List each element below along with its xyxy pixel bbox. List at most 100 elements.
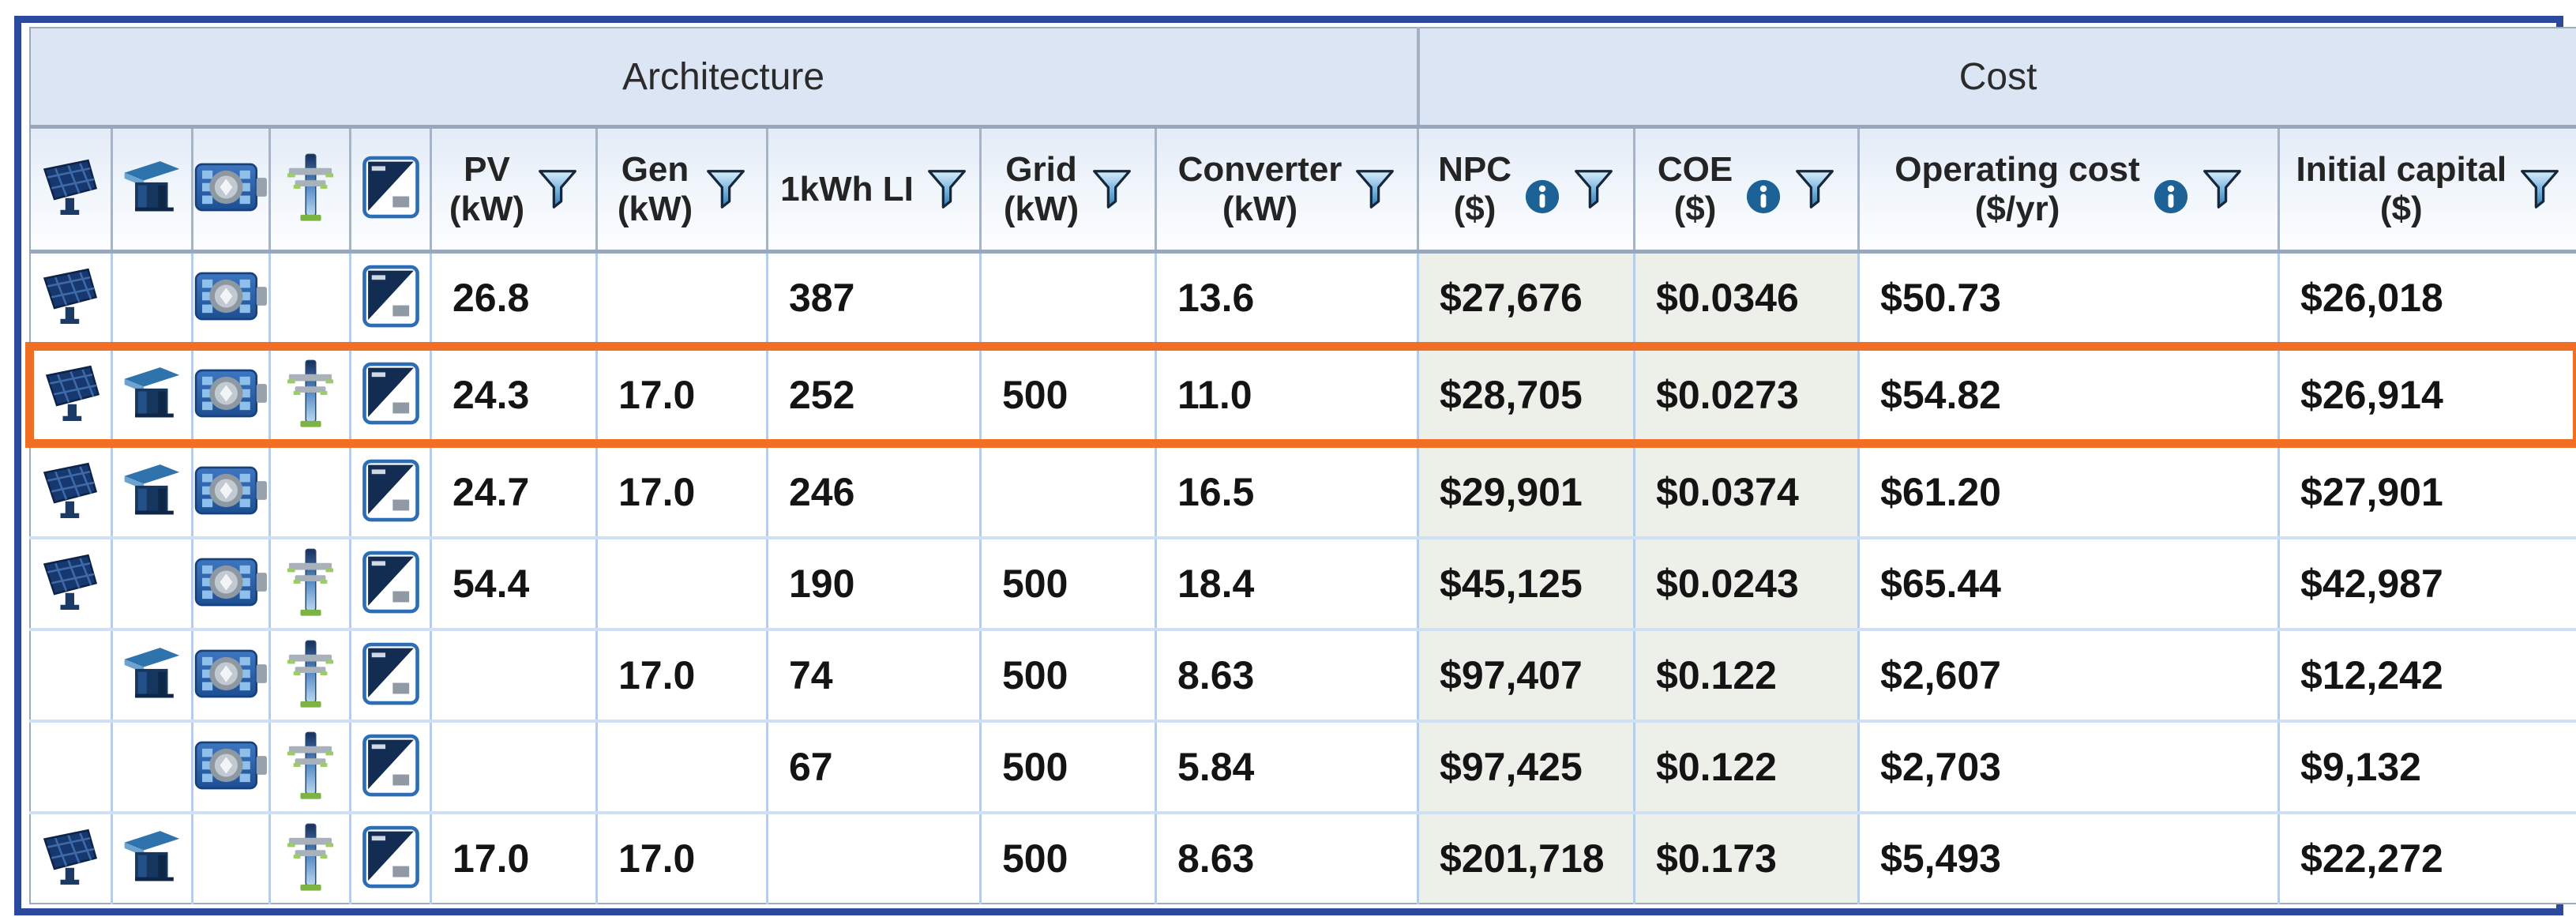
cell-grid-icon[interactable] (268, 442, 351, 538)
cell-battery-qty[interactable]: 190 (766, 536, 981, 629)
grid-column-header[interactable] (268, 126, 351, 254)
info-icon[interactable] (1745, 179, 1782, 215)
pv-column-header[interactable] (29, 126, 112, 254)
cell-grid-icon[interactable] (268, 811, 351, 904)
cell-coe[interactable]: $0.122 (1633, 720, 1859, 813)
cell-initial-capital[interactable]: $22,272 (2277, 811, 2576, 904)
cell-generator-icon[interactable] (111, 250, 193, 347)
cell-gen-kw[interactable] (595, 250, 768, 347)
cell-pv-kw[interactable]: 54.4 (430, 536, 597, 629)
cell-npc[interactable]: $97,407 (1417, 628, 1635, 721)
cell-pv-kw[interactable] (430, 720, 597, 813)
cell-generator-icon[interactable] (111, 628, 193, 721)
cell-operating-cost[interactable]: $61.20 (1857, 442, 2279, 538)
cell-coe[interactable]: $0.122 (1633, 628, 1859, 721)
cell-converter-kw[interactable]: 16.5 (1154, 442, 1418, 538)
grid-kw-column-header[interactable]: Grid (kW) (979, 126, 1156, 254)
filter-icon[interactable] (2519, 167, 2560, 212)
cell-pv-kw[interactable]: 24.3 (430, 342, 597, 448)
cell-battery-qty[interactable]: 67 (766, 720, 981, 813)
cell-battery-qty[interactable]: 387 (766, 250, 981, 347)
cell-pv-icon[interactable] (29, 720, 112, 813)
cell-battery-icon[interactable] (191, 628, 270, 721)
cell-converter-kw[interactable]: 18.4 (1154, 536, 1418, 629)
cell-generator-icon[interactable] (111, 720, 193, 813)
filter-icon[interactable] (1091, 167, 1132, 212)
cell-gen-kw[interactable]: 17.0 (595, 442, 768, 538)
result-row[interactable]: 17.0 17.0 500 8.63 $201,718 $0.173 $5,49… (29, 811, 2576, 904)
npc-column-header[interactable]: NPC ($) (1417, 126, 1635, 254)
cell-converter-kw[interactable]: 5.84 (1154, 720, 1418, 813)
cell-grid-kw[interactable]: 500 (979, 720, 1156, 813)
cell-gen-kw[interactable]: 17.0 (595, 342, 768, 448)
cell-converter-icon[interactable] (349, 628, 431, 721)
cell-gen-kw[interactable] (595, 720, 768, 813)
cell-battery-icon[interactable] (191, 720, 270, 813)
cell-initial-capital[interactable]: $9,132 (2277, 720, 2576, 813)
cell-coe[interactable]: $0.173 (1633, 811, 1859, 904)
cell-npc[interactable]: $28,705 (1417, 342, 1635, 448)
battery-qty-column-header[interactable]: 1kWh LI (766, 126, 981, 254)
cell-converter-icon[interactable] (349, 342, 431, 448)
cell-converter-icon[interactable] (349, 720, 431, 813)
cell-npc[interactable]: $201,718 (1417, 811, 1635, 904)
cell-converter-icon[interactable] (349, 811, 431, 904)
cell-converter-icon[interactable] (349, 250, 431, 347)
cell-grid-kw[interactable]: 500 (979, 536, 1156, 629)
coe-column-header[interactable]: COE ($) (1633, 126, 1859, 254)
cell-operating-cost[interactable]: $5,493 (1857, 811, 2279, 904)
cell-grid-icon[interactable] (268, 342, 351, 448)
cell-converter-kw[interactable]: 13.6 (1154, 250, 1418, 347)
cell-battery-qty[interactable]: 246 (766, 442, 981, 538)
result-row[interactable]: 67 500 5.84 $97,425 $0.122 $2,703 $9,132 (29, 720, 2576, 813)
cell-battery-icon[interactable] (191, 250, 270, 347)
cell-battery-icon[interactable] (191, 342, 270, 448)
pv-kw-column-header[interactable]: PV (kW) (430, 126, 597, 254)
converter-kw-column-header[interactable]: Converter (kW) (1154, 126, 1418, 254)
cell-pv-icon[interactable] (25, 342, 112, 448)
filter-icon[interactable] (1794, 167, 1835, 212)
result-row[interactable]: 26.8 387 13.6 $27,676 $0.0346 $50.73 $26… (29, 250, 2576, 347)
cell-coe[interactable]: $0.0273 (1633, 342, 1859, 448)
battery-column-header[interactable] (191, 126, 270, 254)
cell-pv-icon[interactable] (29, 536, 112, 629)
cell-initial-capital[interactable]: $42,987 (2277, 536, 2576, 629)
cell-coe[interactable]: $0.0374 (1633, 442, 1859, 538)
cell-grid-kw[interactable]: 500 (979, 811, 1156, 904)
filter-icon[interactable] (537, 167, 578, 212)
cell-generator-icon[interactable] (111, 442, 193, 538)
cell-converter-kw[interactable]: 11.0 (1154, 342, 1418, 448)
result-row[interactable]: 17.0 74 500 8.63 $97,407 $0.122 $2,607 $… (29, 628, 2576, 721)
cell-grid-icon[interactable] (268, 536, 351, 629)
cell-converter-kw[interactable]: 8.63 (1154, 811, 1418, 904)
cell-converter-kw[interactable]: 8.63 (1154, 628, 1418, 721)
cell-npc[interactable]: $29,901 (1417, 442, 1635, 538)
cell-grid-icon[interactable] (268, 720, 351, 813)
cell-operating-cost[interactable]: $54.82 (1857, 342, 2279, 448)
cell-converter-icon[interactable] (349, 536, 431, 629)
cell-pv-kw[interactable]: 17.0 (430, 811, 597, 904)
cell-grid-icon[interactable] (268, 628, 351, 721)
cell-pv-icon[interactable] (29, 628, 112, 721)
cell-operating-cost[interactable]: $2,607 (1857, 628, 2279, 721)
cell-npc[interactable]: $27,676 (1417, 250, 1635, 347)
cell-pv-kw[interactable]: 26.8 (430, 250, 597, 347)
cell-npc[interactable]: $97,425 (1417, 720, 1635, 813)
cell-battery-qty[interactable]: 252 (766, 342, 981, 448)
cell-generator-icon[interactable] (111, 342, 193, 448)
cell-gen-kw[interactable] (595, 536, 768, 629)
cell-pv-icon[interactable] (29, 442, 112, 538)
cell-grid-icon[interactable] (268, 250, 351, 347)
cell-initial-capital[interactable]: $26,018 (2277, 250, 2576, 347)
cell-gen-kw[interactable]: 17.0 (595, 628, 768, 721)
cell-battery-qty[interactable]: 74 (766, 628, 981, 721)
filter-icon[interactable] (2202, 167, 2243, 212)
cell-gen-kw[interactable]: 17.0 (595, 811, 768, 904)
filter-icon[interactable] (1573, 167, 1614, 212)
cell-battery-icon[interactable] (191, 536, 270, 629)
filter-icon[interactable] (705, 167, 746, 212)
converter-column-header[interactable] (349, 126, 431, 254)
cell-battery-icon[interactable] (191, 442, 270, 538)
cell-grid-kw[interactable]: 500 (979, 628, 1156, 721)
result-row[interactable]: 54.4 190 500 18.4 $45,125 $0.0243 $65.44… (29, 536, 2576, 629)
